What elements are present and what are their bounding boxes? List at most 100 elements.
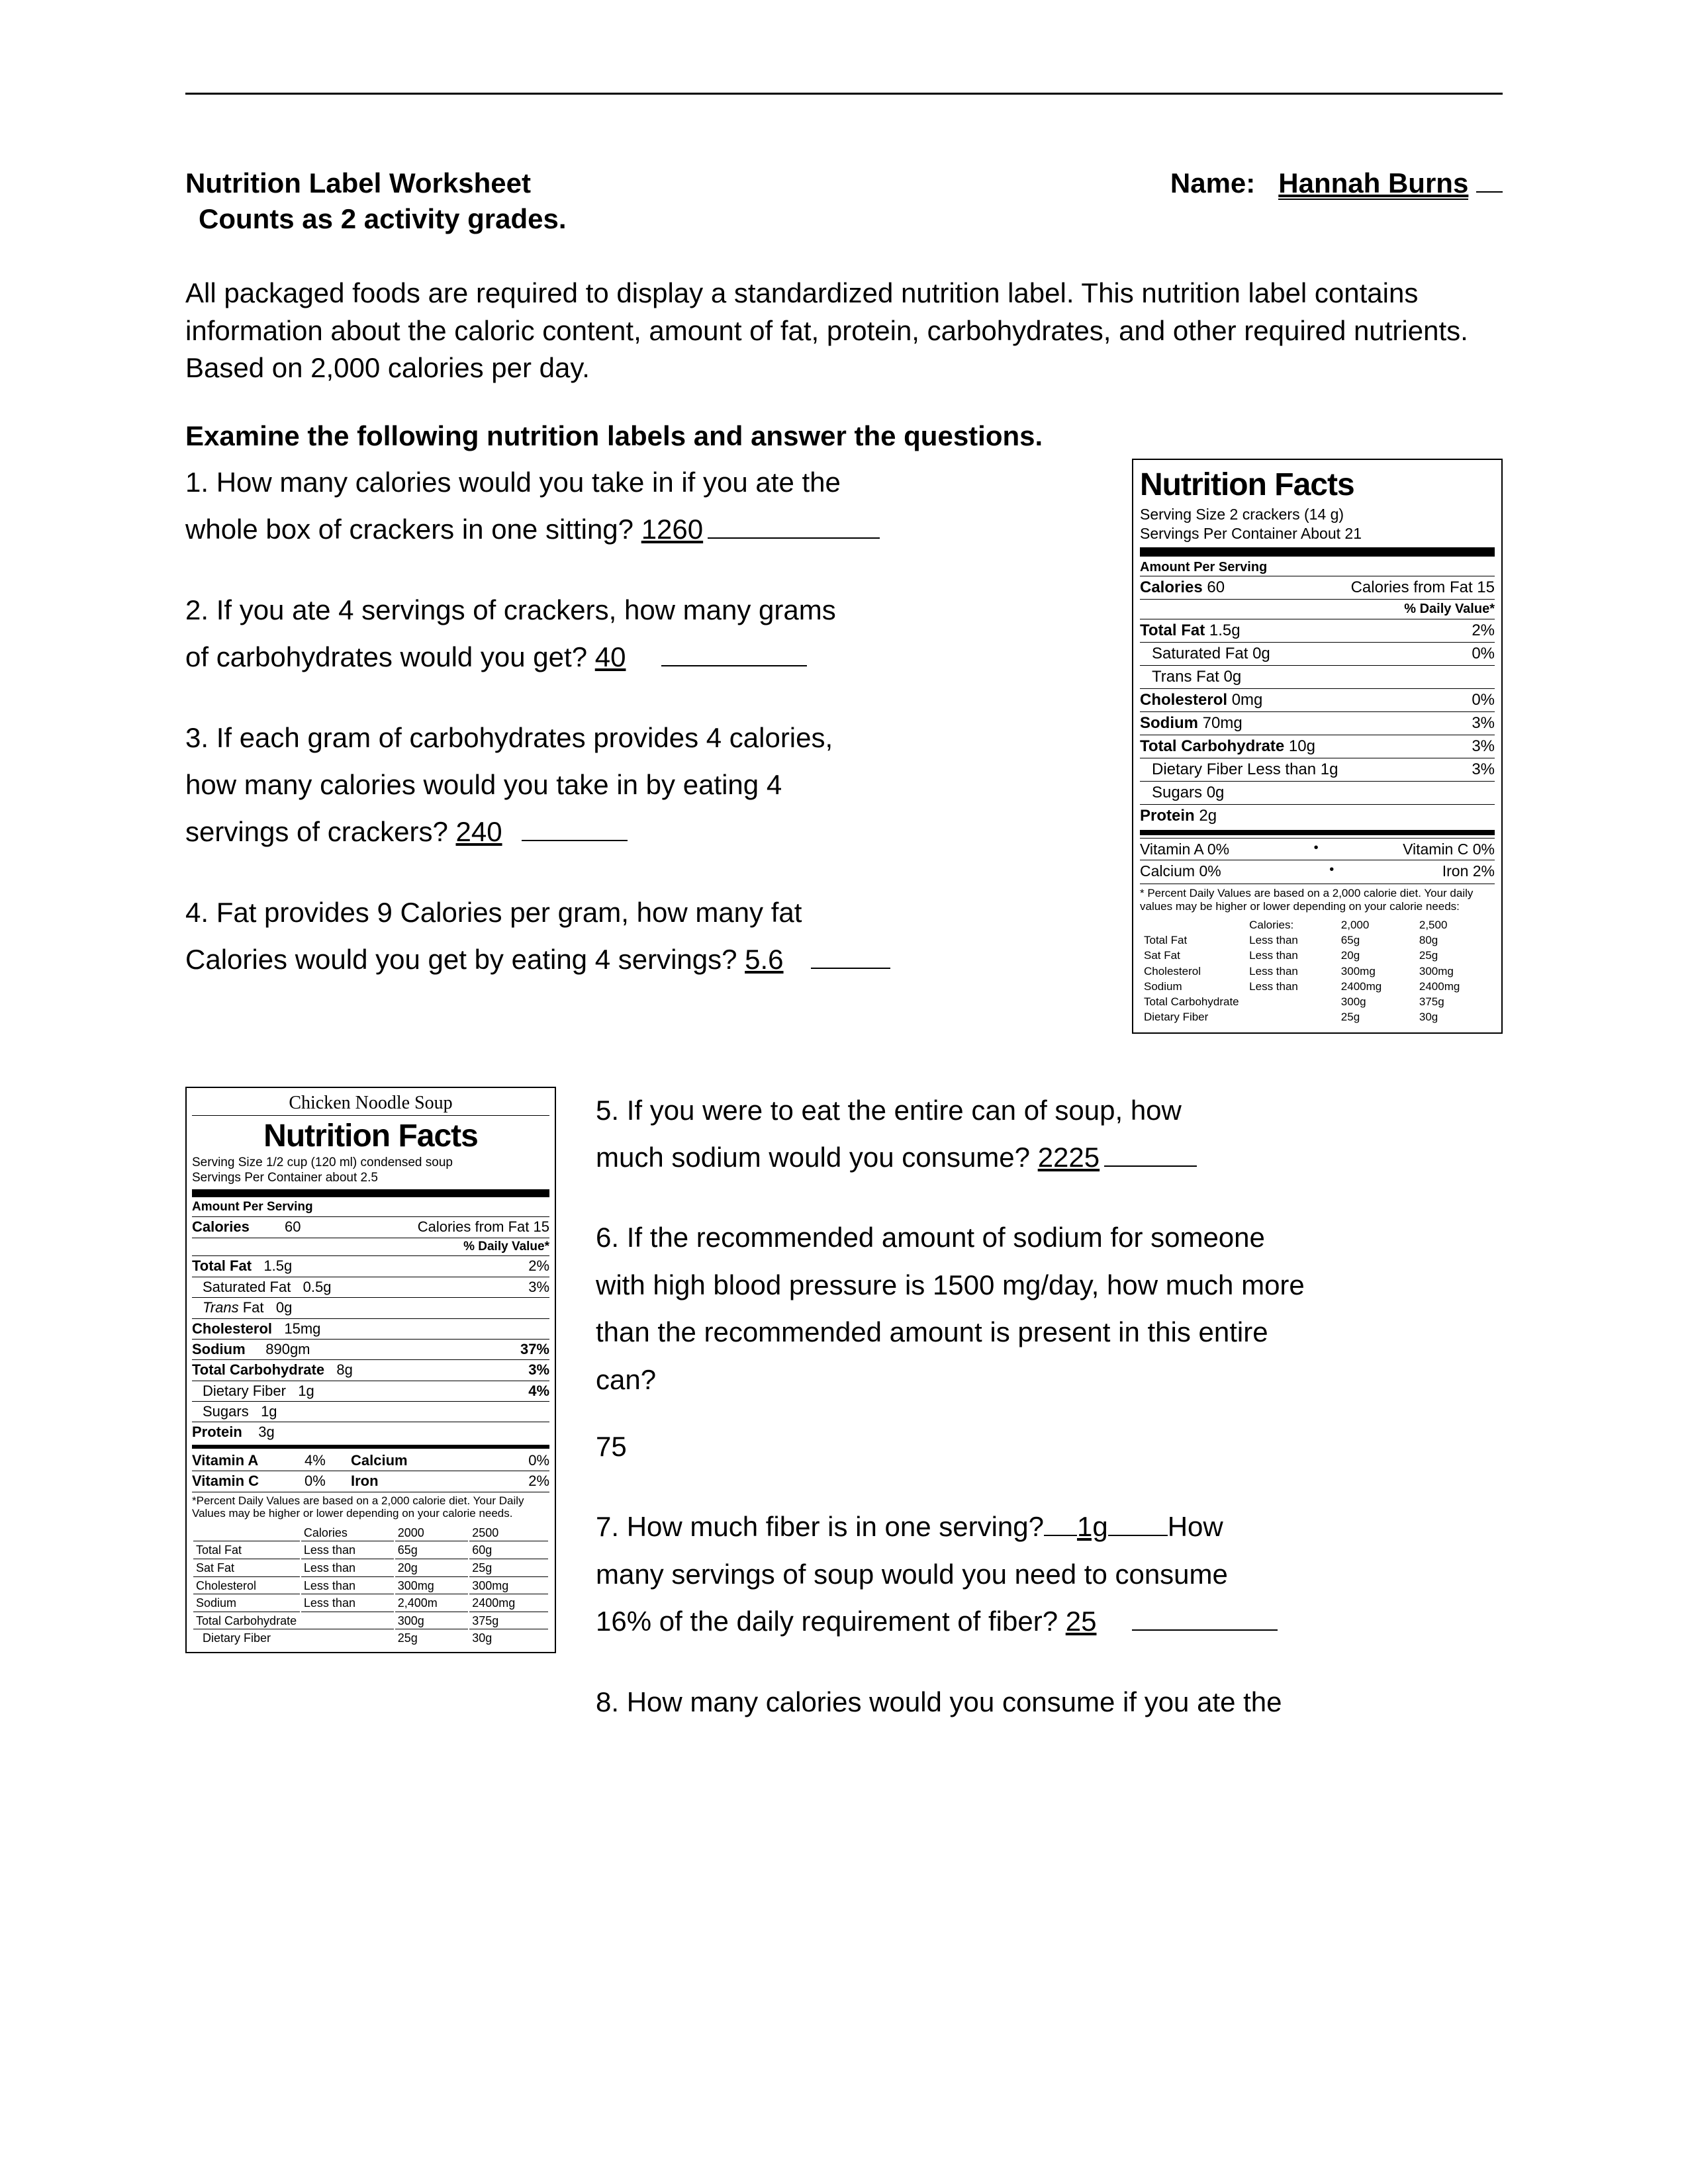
q5-line2: much sodium would you consume? 2225 xyxy=(596,1134,1503,1181)
total-fat-label: Total Fat xyxy=(192,1257,252,1274)
q2-prompt: of carbohydrates would you get? xyxy=(185,641,595,672)
sugars-label: Sugars 0g xyxy=(1140,783,1224,803)
fiber-row: Dietary Fiber 1g 4% xyxy=(192,1381,549,1402)
sodium-val: 70mg xyxy=(1203,714,1243,732)
bar xyxy=(192,1445,549,1449)
cholesterol-pct: 0% xyxy=(1472,690,1495,710)
q3-line3: servings of crackers? 240 xyxy=(185,808,1105,855)
foot-row: Total FatLess than65g80g xyxy=(1141,933,1493,947)
dv-header: % Daily Value* xyxy=(192,1238,549,1257)
header: Nutrition Label Worksheet Name: Hannah B… xyxy=(185,167,1503,199)
protein-row: Protein 3g xyxy=(192,1422,549,1442)
question-6: 6. If the recommended amount of sodium f… xyxy=(596,1214,1503,1470)
carb-pct: 3% xyxy=(528,1361,549,1379)
product-name: Chicken Noodle Soup xyxy=(192,1092,549,1116)
q4-prompt: Calories would you get by eating 4 servi… xyxy=(185,944,745,975)
q7-line1: 7. How much fiber is in one serving?1gHo… xyxy=(596,1503,1503,1550)
foot-row: Total Carbohydrate300g375g xyxy=(1141,995,1493,1009)
foot-row: Dietary Fiber25g30g xyxy=(1141,1010,1493,1024)
trans-fat-row: Trans Fat 0g xyxy=(1140,665,1495,688)
q3-line1: 3. If each gram of carbohydrates provide… xyxy=(185,714,1105,761)
questions-1-4: 1. How many calories would you take in i… xyxy=(185,459,1105,1034)
q7-blank-1a xyxy=(1044,1535,1077,1536)
sat-fat-val: 0.5g xyxy=(303,1279,332,1295)
calcium-name: Calcium xyxy=(351,1452,510,1469)
q1-answer: 1260 xyxy=(641,506,708,553)
total-fat-pct: 2% xyxy=(528,1257,549,1275)
subtitle: Counts as 2 activity grades. xyxy=(199,203,1503,235)
iron: Iron 2% xyxy=(1442,862,1495,881)
vitamin-a: Vitamin A 0% xyxy=(1140,840,1229,859)
soup-label-column: Chicken Noodle Soup Nutrition Facts Serv… xyxy=(185,1087,563,1725)
nf-title: Nutrition Facts xyxy=(1140,465,1495,505)
foot-row: SodiumLess than2,400m2400mg xyxy=(193,1596,548,1612)
q5-blank xyxy=(1104,1165,1197,1167)
footnote: *Percent Daily Values are based on a 2,0… xyxy=(192,1494,549,1520)
bar xyxy=(1140,547,1495,557)
cholesterol-row: Cholesterol 0mg 0% xyxy=(1140,688,1495,711)
soup-servings-per: Servings Per Container about 2.5 xyxy=(192,1171,549,1186)
top-rule xyxy=(185,93,1503,95)
instruction: Examine the following nutrition labels a… xyxy=(185,420,1503,452)
sodium-label: Sodium xyxy=(192,1341,246,1357)
q3-blank xyxy=(522,840,628,841)
calories-value: 60 xyxy=(285,1218,331,1236)
foot-row: SodiumLess than2400mg2400mg xyxy=(1141,979,1493,993)
q7-line2: many servings of soup would you need to … xyxy=(596,1551,1503,1598)
q6-line4: can? xyxy=(596,1356,1503,1403)
q1-line2: whole box of crackers in one sitting? 12… xyxy=(185,506,1105,553)
sat-fat-row: Saturated Fat 0.5g 3% xyxy=(192,1277,549,1298)
footnote: * Percent Daily Values are based on a 2,… xyxy=(1140,887,1495,914)
calcium: Calcium 0% xyxy=(1140,862,1221,881)
sugars-row: Sugars 1g xyxy=(192,1402,549,1422)
q7-prompt-2: 16% of the daily requirement of fiber? xyxy=(596,1606,1066,1637)
protein-row: Protein 2g xyxy=(1140,804,1495,827)
carb-val: 8g xyxy=(336,1361,352,1378)
name-blank-extra xyxy=(1476,191,1503,193)
question-8: 8. How many calories would you consume i… xyxy=(596,1678,1503,1725)
q4-answer: 5.6 xyxy=(745,936,811,983)
q1-line1: 1. How many calories would you take in i… xyxy=(185,459,1105,506)
section-1: 1. How many calories would you take in i… xyxy=(185,459,1503,1034)
q2-line1: 2. If you ate 4 servings of crackers, ho… xyxy=(185,586,1105,633)
calories-label: Calories xyxy=(192,1218,285,1236)
q7-answer-2: 25 xyxy=(1066,1598,1132,1645)
q7-blank-2 xyxy=(1132,1629,1278,1631)
soup-serving-size: Serving Size 1/2 cup (120 ml) condensed … xyxy=(192,1156,549,1171)
sat-fat-row: Saturated Fat 0g 0% xyxy=(1140,642,1495,665)
section-2: Chicken Noodle Soup Nutrition Facts Serv… xyxy=(185,1087,1503,1725)
vitamin-row-2: Vitamin C 0% Iron 2% xyxy=(192,1471,549,1492)
name-label: Name: xyxy=(1170,167,1255,199)
q7-blank-1b xyxy=(1108,1535,1168,1536)
vitamin-c: Vitamin C 0% xyxy=(1403,840,1495,859)
q3-prompt: servings of crackers? xyxy=(185,816,455,847)
q8-line1: 8. How many calories would you consume i… xyxy=(596,1678,1503,1725)
fiber-pct: 3% xyxy=(1472,760,1495,780)
foot-header: Calories 2000 2500 xyxy=(193,1525,548,1542)
protein-label: Protein xyxy=(192,1424,242,1440)
bar xyxy=(192,1189,549,1197)
calories-row: Calories 60 Calories from Fat 15 xyxy=(1140,576,1495,599)
student-name: Hannah Burns xyxy=(1278,167,1468,200)
cholesterol-val: 15mg xyxy=(284,1320,320,1337)
sodium-pct: 37% xyxy=(520,1341,549,1358)
calories-value: 60 xyxy=(1207,578,1225,596)
amount-per-serving: Amount Per Serving xyxy=(1140,559,1495,576)
amount-per-serving: Amount Per Serving xyxy=(192,1200,549,1217)
foot-col-2000: 2000 xyxy=(395,1525,469,1542)
q5-line1: 5. If you were to eat the entire can of … xyxy=(596,1087,1503,1134)
calcium-pct: 0% xyxy=(510,1452,549,1469)
servings-per: Servings Per Container About 21 xyxy=(1140,524,1495,543)
total-fat-row: Total Fat 1.5g 2% xyxy=(1140,619,1495,642)
trans-fat-label: Trans Fat 0g xyxy=(1140,667,1241,687)
foot-col-cal: Calories xyxy=(301,1525,394,1542)
foot-row: Total FatLess than65g60g xyxy=(193,1543,548,1559)
calories-from-fat: Calories from Fat 15 xyxy=(1351,578,1495,598)
carb-label: Total Carbohydrate xyxy=(1140,737,1284,755)
calories-label: Calories xyxy=(1140,578,1203,596)
questions-5-8: 5. If you were to eat the entire can of … xyxy=(596,1087,1503,1725)
sugars-label: Sugars xyxy=(203,1403,249,1420)
dv-header: % Daily Value* xyxy=(1140,599,1495,619)
q6-line3: than the recommended amount is present i… xyxy=(596,1308,1503,1355)
foot-header: Calories: 2,000 2,500 xyxy=(1141,918,1493,932)
